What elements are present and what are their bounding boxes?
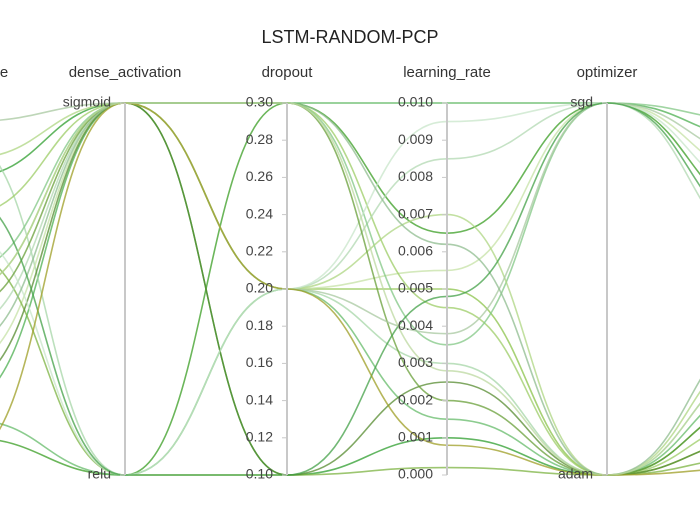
axis-title: optimizer [577, 64, 638, 81]
axis-title: learning_rate [403, 64, 491, 81]
tick-label: sigmoid [63, 94, 111, 110]
data-line [0, 102, 700, 476]
tick-label: 0.008 [398, 168, 433, 184]
tick-label: adam [558, 466, 593, 482]
tick-label: 0.26 [246, 168, 273, 184]
tick-label: 0.002 [398, 391, 433, 407]
tick-label: 0.000 [398, 466, 433, 482]
data-line [0, 102, 700, 346]
axis-title: e [0, 64, 8, 81]
tick-label: 0.18 [246, 317, 273, 333]
tick-label: 0.003 [398, 354, 433, 370]
data-line [0, 102, 700, 335]
data-line [0, 102, 700, 476]
data-line [0, 102, 700, 379]
tick-label: 0.16 [246, 354, 273, 370]
tick-label: 0.006 [398, 243, 433, 259]
tick-label: 0.22 [246, 243, 273, 259]
tick-label: 0.004 [398, 317, 433, 333]
tick-label: 0.007 [398, 205, 433, 221]
data-line [0, 102, 700, 476]
data-line [0, 102, 700, 310]
tick-label: 0.20 [246, 280, 273, 296]
tick-label: 0.10 [246, 466, 273, 482]
tick-label: 0.24 [246, 205, 273, 221]
tick-label: 0.28 [246, 131, 273, 147]
tick-label: 0.30 [246, 94, 273, 110]
tick-label: relu [88, 466, 111, 482]
tick-label: 0.009 [398, 131, 433, 147]
data-line [0, 102, 700, 476]
lines [0, 102, 700, 476]
tick-label: 0.010 [398, 94, 433, 110]
chart-title: LSTM-RANDOM-PCP [261, 27, 438, 47]
tick-label: sgd [570, 94, 593, 110]
axis-title: dropout [262, 64, 314, 81]
data-line [0, 268, 700, 476]
tick-label: 0.001 [398, 429, 433, 445]
axis-title: dense_activation [69, 64, 182, 81]
tick-label: 0.005 [398, 280, 433, 296]
tick-label: 0.14 [246, 391, 273, 407]
tick-label: 0.12 [246, 429, 273, 445]
